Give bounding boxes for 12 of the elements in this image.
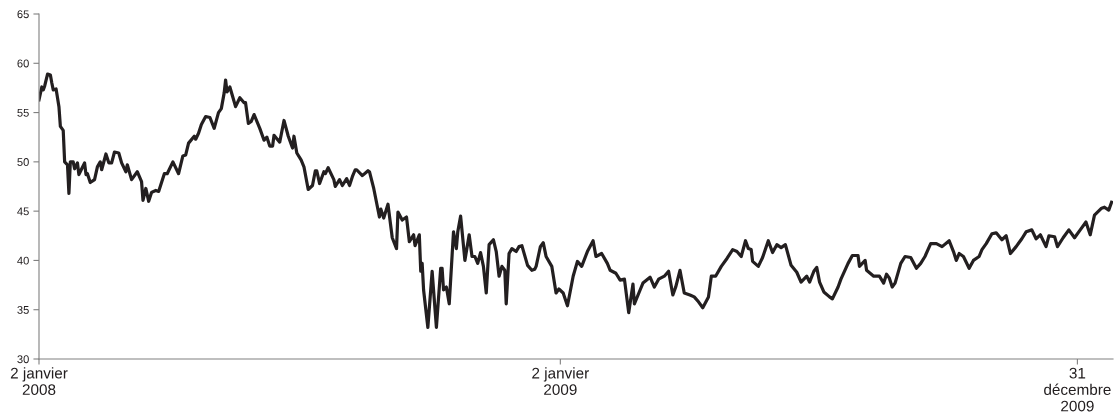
y-tick-label: 60	[17, 59, 29, 68]
y-tick-label: 55	[17, 108, 29, 117]
x-tick-label: 2 janvier 2009	[532, 367, 589, 396]
y-tick-label: 40	[17, 256, 29, 265]
y-tick-label: 50	[17, 158, 29, 166]
line-series	[39, 72, 1113, 330]
x-tick-label: 31 décembre 2009	[1044, 367, 1111, 412]
x-tick-label: 2 janvier 2008	[10, 367, 68, 396]
y-tick-label: 30	[17, 355, 29, 364]
y-tick-label: 65	[17, 10, 29, 19]
y-tick-label: 45	[17, 207, 29, 216]
y-tick-label: 35	[17, 305, 29, 314]
